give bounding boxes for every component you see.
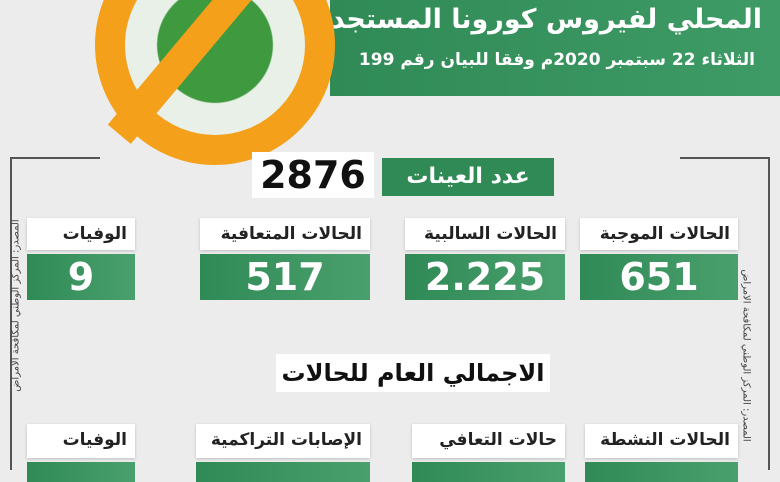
divider: [10, 157, 12, 470]
negative-label: الحالات السالبية: [405, 218, 565, 250]
total-deaths-value: [27, 462, 135, 482]
samples-value: 2876: [252, 152, 374, 198]
deaths-label: الوفيات: [27, 218, 135, 250]
source-right: المصدر: المركز الوطني لمكافحة الامراض: [740, 269, 752, 442]
recovered-label: الحالات المتعافية: [200, 218, 370, 250]
samples-label: عدد العينات: [382, 158, 554, 196]
positive-label: الحالات الموجبة: [580, 218, 738, 250]
active-label: الحالات النشطة: [585, 424, 738, 458]
active-value: [585, 462, 738, 482]
page-title: المحلي لفيروس كورونا المستجد: [330, 4, 762, 35]
source-left: المصدر: المركز الوطني لمكافحة الامراض: [10, 219, 22, 392]
positive-value: 651: [580, 254, 738, 300]
total-recovered-label: حالات التعافي: [412, 424, 565, 458]
divider: [10, 157, 100, 159]
negative-value: 2.225: [405, 254, 565, 300]
page-subtitle: الثلاثاء 22 سبتمبر 2020م وفقا للبيان رقم…: [358, 50, 755, 70]
total-recovered-value: [412, 462, 565, 482]
divider: [768, 157, 770, 470]
deaths-value: 9: [27, 254, 135, 300]
total-deaths-label: الوفيات: [27, 424, 135, 458]
header-banner: [330, 0, 780, 96]
recovered-value: 517: [200, 254, 370, 300]
cumulative-value: [196, 462, 370, 482]
cumulative-label: الإصابات التراكمية: [196, 424, 370, 458]
divider: [680, 157, 770, 159]
total-title: الاجمالي العام للحالات: [276, 354, 550, 392]
